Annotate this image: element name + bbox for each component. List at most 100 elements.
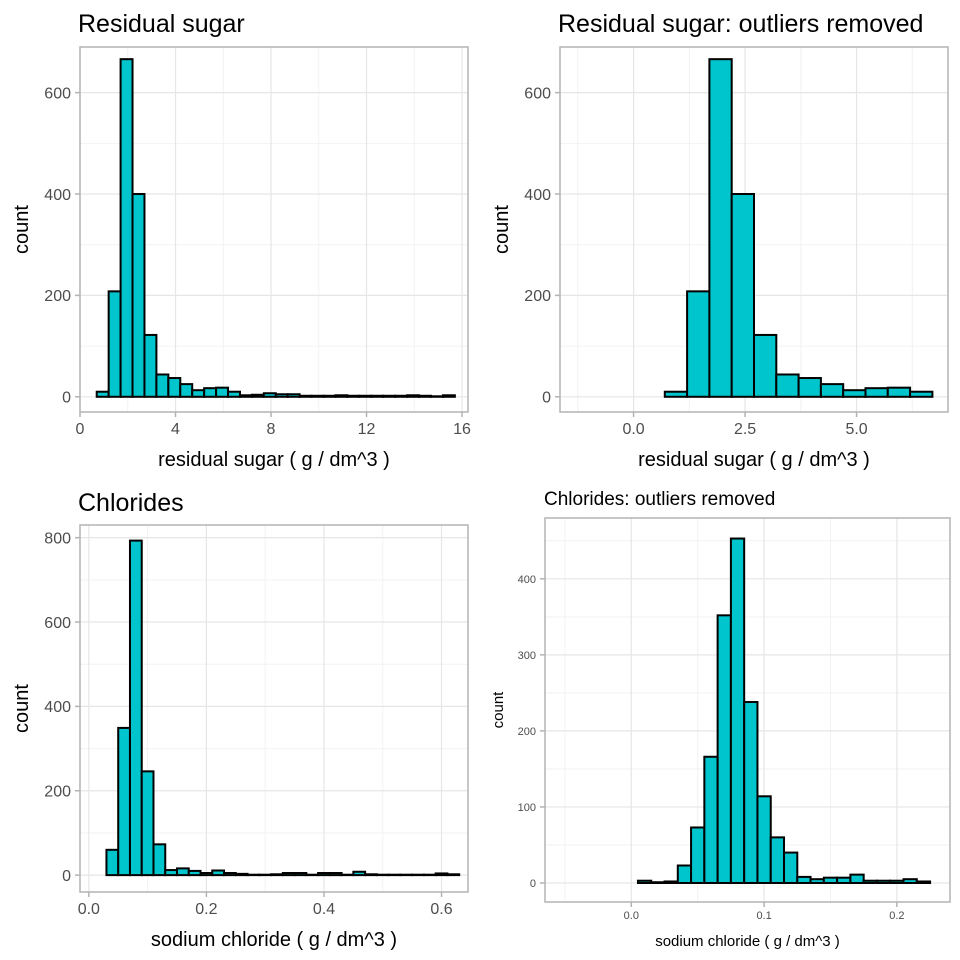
axes: 0 4 8 12 16 0 200 400 600 [44, 85, 471, 438]
chart-title: Residual sugar: outliers removed [558, 10, 923, 38]
histogram-bar [842, 389, 867, 398]
x-tick-label: 0.2 [889, 910, 904, 922]
histogram-bar [155, 373, 170, 398]
bars [663, 58, 934, 398]
histogram-bar [346, 394, 361, 398]
y-tick-label: 0 [542, 390, 551, 407]
histogram-bar [743, 701, 759, 884]
histogram-bar [262, 392, 277, 398]
histogram-bar [796, 875, 812, 884]
x-axis-label: sodium chloride ( g / dm^3 ) [655, 933, 840, 950]
histogram-bar [769, 836, 786, 884]
histogram-bar [822, 876, 839, 884]
histogram-bar [191, 389, 206, 398]
x-axis-label: residual sugar ( g / dm^3 ) [638, 449, 870, 471]
histogram-bar [176, 867, 190, 877]
histogram-bar [650, 881, 666, 884]
histogram-bar [394, 394, 409, 398]
histogram-bar [716, 614, 732, 884]
histogram-bar [730, 193, 756, 398]
histogram-bar [809, 878, 825, 884]
x-tick-label: 4 [171, 421, 180, 438]
histogram-bar [797, 377, 822, 398]
histogram-bar [119, 58, 134, 398]
histogram-bar [446, 873, 461, 877]
histogram-bar [418, 394, 432, 398]
histogram-bar [370, 394, 385, 398]
x-tick-label: 2.5 [734, 421, 756, 438]
histogram-bar [310, 394, 325, 398]
y-axis-label: count [491, 205, 513, 254]
histogram-bar [753, 333, 778, 398]
histogram-bar [676, 864, 693, 884]
histogram-bar [429, 395, 444, 398]
bars [636, 537, 932, 884]
histogram-bar [95, 390, 110, 398]
x-tick-label: 12 [358, 421, 376, 438]
histogram-bar [328, 872, 343, 877]
histogram-bar [298, 394, 313, 398]
panel-border [544, 517, 951, 903]
histogram-bar [441, 394, 456, 398]
y-tick-label: 0 [62, 868, 71, 885]
x-axis-label: residual sugar ( g / dm^3 ) [158, 449, 390, 471]
histogram-bar [756, 795, 772, 884]
histogram-bar [909, 390, 934, 398]
histogram-bar [875, 879, 892, 884]
histogram-bar [152, 843, 167, 877]
x-tick-label: 8 [267, 421, 276, 438]
y-tick-label: 300 [518, 650, 536, 662]
histogram-bar [223, 872, 237, 877]
bars [105, 539, 461, 877]
histogram-bar [729, 537, 746, 884]
histogram-bar [270, 873, 284, 877]
x-tick-label: 5.0 [845, 421, 867, 438]
histogram-bar [293, 872, 308, 877]
histogram-bar [636, 879, 653, 884]
y-tick-label: 400 [44, 187, 71, 204]
histogram-bar [382, 394, 397, 398]
histogram-bar [902, 878, 918, 884]
histogram-bar [663, 880, 679, 884]
histogram-bar [107, 290, 122, 398]
histogram-bar [105, 848, 120, 877]
histogram-bar [819, 383, 845, 398]
histogram-bar [286, 393, 301, 398]
histogram-bar [889, 879, 905, 884]
histogram-bar [187, 869, 202, 877]
x-tick-label: 0.2 [195, 901, 217, 918]
grid [80, 525, 468, 892]
histogram-panel-2: 0.0 2.5 5.0 0 200 400 600 residual sugar ( g / … [491, 10, 949, 471]
histogram-bar [862, 879, 878, 884]
y-tick-label: 0 [530, 878, 536, 890]
histogram-bar [227, 390, 241, 398]
histogram-bar [708, 58, 733, 398]
histogram-bar [117, 726, 131, 877]
histogram-bar [128, 539, 143, 877]
histogram-bar [167, 377, 182, 398]
chart-title: Residual sugar [78, 10, 245, 38]
y-tick-label: 400 [44, 699, 71, 716]
histogram-bar [250, 393, 265, 398]
x-tick-label: 0.0 [624, 910, 639, 922]
axes: 0.0 0.2 0.4 0.6 0 200 400 600 800 [44, 530, 452, 918]
y-tick-label: 200 [518, 726, 536, 738]
histogram-bar [211, 869, 226, 877]
bars [95, 58, 456, 398]
histogram-bar [358, 394, 373, 398]
y-axis-label: count [11, 684, 33, 733]
histogram-bar [703, 755, 719, 884]
histogram-bar [215, 386, 230, 398]
histogram-bar [886, 386, 912, 398]
histogram-bar [775, 373, 800, 398]
histogram-bar [864, 387, 889, 398]
y-tick-label: 200 [524, 288, 551, 305]
histogram-bar [199, 872, 214, 877]
y-axis-label: count [11, 205, 33, 254]
histogram-bar [915, 880, 932, 884]
histogram-bar [274, 393, 289, 398]
y-tick-label: 600 [44, 85, 71, 102]
histogram-bar [352, 870, 367, 877]
